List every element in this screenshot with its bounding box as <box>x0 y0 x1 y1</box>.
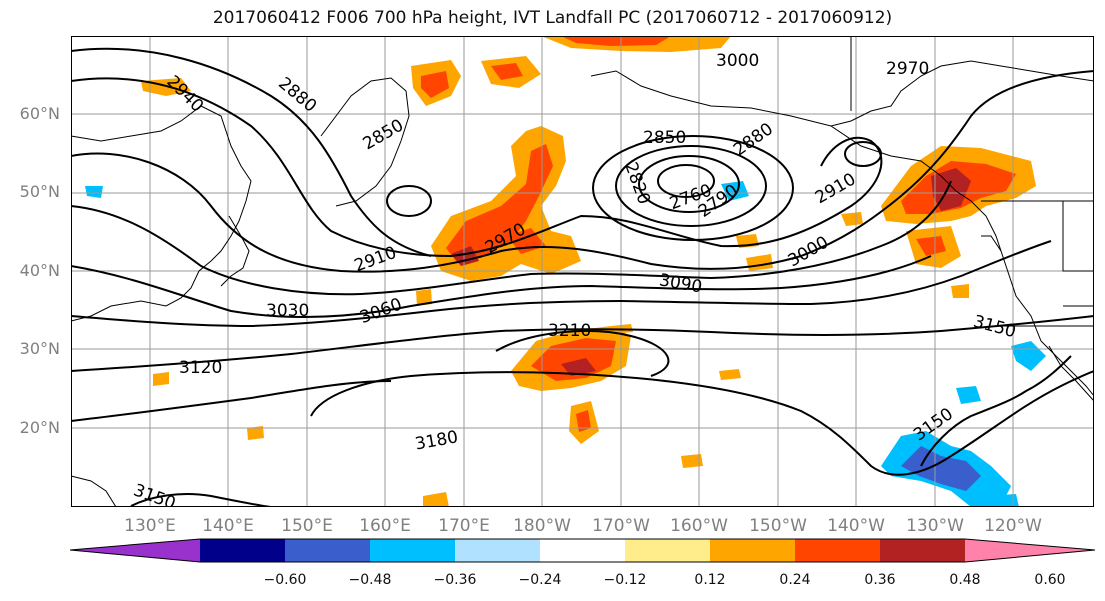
colorbar-tick-label: 0.12 <box>694 572 726 588</box>
lon-label: 160°W <box>670 516 728 536</box>
colorbar-segment <box>880 539 966 562</box>
map-canvas: 2940 2880 2850 2850 2820 2760 2790 2880 … <box>71 36 1094 507</box>
contour-label: 3120 <box>179 358 222 378</box>
contour-label: 3060 <box>357 294 404 328</box>
contour-label: 3000 <box>716 51 759 71</box>
lon-label: 160°E <box>359 516 411 536</box>
colorbar-tick-label: −0.24 <box>518 572 562 588</box>
lon-label: 120°W <box>984 516 1042 536</box>
colorbar-segment <box>455 539 541 562</box>
lon-label: 170°E <box>438 516 490 536</box>
contour-label: 3150 <box>971 312 1018 343</box>
contour-label: 3000 <box>785 232 832 271</box>
map-panel: 2940 2880 2850 2850 2820 2760 2790 2880 … <box>71 36 1094 507</box>
coastlines <box>71 36 1094 507</box>
colorbar-tick-label: −0.48 <box>348 572 392 588</box>
lat-label: 30°N <box>19 339 60 358</box>
contour-label: 2910 <box>812 169 859 208</box>
contour-label: 3090 <box>658 270 704 297</box>
colorbar-tick-label: −0.12 <box>603 572 647 588</box>
colorbar <box>70 538 1095 563</box>
map-title: 2017060412 F006 700 hPa height, IVT Land… <box>212 8 893 28</box>
colorbar-segment <box>370 539 456 562</box>
colorbar-tick-label: 0.60 <box>1034 572 1066 588</box>
lon-label: 150°W <box>749 516 807 536</box>
lon-label: 130°W <box>906 516 964 536</box>
lat-label: 60°N <box>19 104 60 123</box>
contour-label: 2970 <box>886 59 929 79</box>
colorbar-segment <box>625 539 711 562</box>
colorbar-segment <box>795 539 881 562</box>
height-contours <box>71 47 1094 507</box>
colorbar-tick-label: −0.60 <box>263 572 307 588</box>
lat-label: 20°N <box>19 418 60 437</box>
contour-label: 3180 <box>414 427 460 454</box>
colorbar-tick-label: 0.24 <box>779 572 811 588</box>
lat-label: 40°N <box>19 261 60 280</box>
colorbar-tick-label: 0.36 <box>864 572 896 588</box>
colorbar-segment <box>710 539 796 562</box>
contour-label: 3030 <box>266 301 309 321</box>
contour-label: 2880 <box>274 73 320 116</box>
lon-label: 140°E <box>202 516 254 536</box>
contour-labels: 2940 2880 2850 2850 2820 2760 2790 2880 … <box>131 51 1018 507</box>
colorbar-segment <box>285 539 371 562</box>
lon-label: 130°E <box>124 516 176 536</box>
contour-label: 2850 <box>643 128 686 148</box>
lon-label: 180°W <box>513 516 571 536</box>
colorbar-segment <box>200 539 286 562</box>
lon-label: 170°W <box>592 516 650 536</box>
lon-label: 150°E <box>281 516 333 536</box>
colorbar-segment <box>540 539 626 562</box>
colorbar-segment <box>70 539 200 562</box>
lon-label: 140°W <box>827 516 885 536</box>
lat-label: 50°N <box>19 182 60 201</box>
colorbar-segment <box>965 539 1095 562</box>
colorbar-tick-label: 0.48 <box>949 572 981 588</box>
ivt-shading <box>85 36 1046 507</box>
colorbar-tick-label: −0.36 <box>433 572 477 588</box>
contour-label: 2850 <box>360 115 407 154</box>
contour-label: 3210 <box>548 321 591 341</box>
